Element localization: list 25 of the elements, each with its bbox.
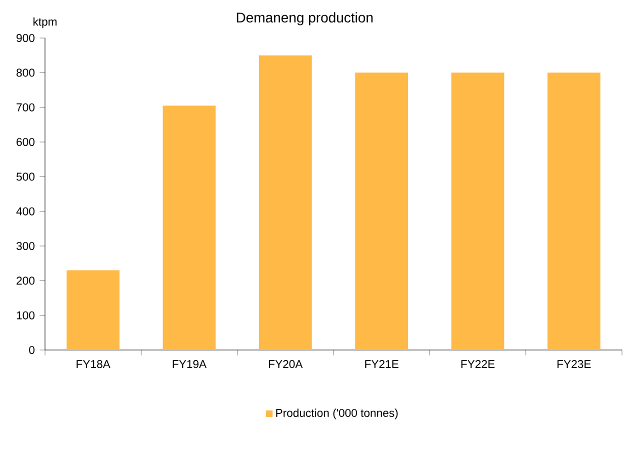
x-tick-label: FY18A bbox=[76, 360, 110, 368]
y-tick-label: 900 bbox=[16, 34, 35, 42]
bar bbox=[66, 270, 120, 350]
x-tick-label: FY22E bbox=[461, 360, 495, 368]
bar bbox=[547, 72, 600, 350]
bar bbox=[451, 72, 504, 350]
x-tick-label: FY21E bbox=[365, 360, 398, 368]
bar bbox=[162, 106, 216, 350]
y-tick-label: 600 bbox=[16, 138, 35, 146]
y-tick-label: 300 bbox=[16, 242, 35, 250]
x-tick-label: FY20A bbox=[269, 360, 303, 368]
legend-label: Production ('000 tonnes) bbox=[276, 408, 398, 420]
bar bbox=[355, 72, 408, 350]
x-tick-label: FY19A bbox=[172, 360, 207, 368]
y-tick-label: 100 bbox=[16, 311, 35, 320]
y-axis-title: ktpm bbox=[33, 17, 57, 28]
y-tick-label: 200 bbox=[16, 276, 35, 285]
x-tick-label: FY23E bbox=[558, 360, 591, 368]
y-tick-label: 700 bbox=[16, 103, 35, 112]
y-tick-label: 0 bbox=[29, 346, 35, 354]
bar bbox=[258, 55, 312, 350]
y-tick-label: 800 bbox=[16, 68, 35, 77]
y-tick-label: 500 bbox=[16, 172, 35, 181]
chart-title: Demaneng production bbox=[236, 12, 373, 26]
y-tick-label: 400 bbox=[16, 207, 35, 216]
